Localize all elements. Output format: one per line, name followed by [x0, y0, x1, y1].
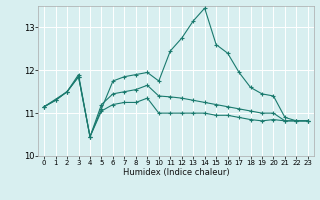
X-axis label: Humidex (Indice chaleur): Humidex (Indice chaleur) [123, 168, 229, 177]
